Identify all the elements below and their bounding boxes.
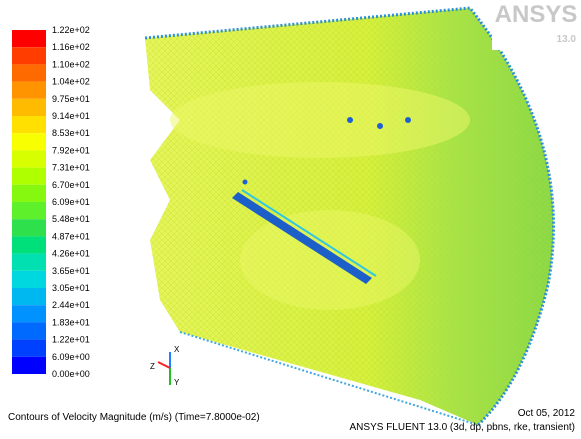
color-swatch [12,202,46,219]
legend-label: 7.92e+01 [52,145,90,155]
caption: Contours of Velocity Magnitude (m/s) (Ti… [8,412,260,423]
color-swatch [12,340,46,357]
legend-label: 0.00e+00 [52,369,90,379]
color-swatch [12,30,46,47]
flow-domain [145,8,554,425]
color-swatch [12,271,46,288]
color-swatch [12,168,46,185]
color-swatch [12,305,46,322]
legend-label: 4.26e+01 [52,249,90,259]
color-swatch [12,236,46,253]
legend-label: 6.70e+01 [52,180,90,190]
legend-label: 6.09e+01 [52,197,90,207]
color-swatch [12,322,46,339]
screenshot: 1.22e+02 1.16e+02 1.10e+02 1.04e+02 9.75e+01… [0,0,581,439]
color-swatch [12,82,46,99]
legend-label: 9.14e+01 [52,111,90,121]
legend-label: 3.05e+01 [52,283,90,293]
legend-label: 1.22e+02 [52,25,90,35]
color-swatch [12,150,46,167]
logo-version: 13.0 [557,34,577,45]
triad-label: X [174,345,180,354]
color-swatch [12,288,46,305]
triad-label: Y [174,378,180,387]
legend-label: 1.16e+02 [52,42,90,52]
legend-label: 9.75e+01 [52,94,90,104]
legend-label: 6.09e+00 [52,352,90,362]
color-swatch [12,133,46,150]
color-swatch [12,64,46,81]
legend-label: 3.65e+01 [52,266,90,276]
legend-label: 7.31e+01 [52,163,90,173]
legend-label: 5.48e+01 [52,214,90,224]
color-swatch [12,116,46,133]
color-swatch [12,219,46,236]
color-swatch [12,99,46,116]
color-swatch [12,47,46,64]
axis-triad: Z X Y [150,345,180,387]
legend-label: 2.44e+01 [52,300,90,310]
legend-label: 8.53e+01 [52,128,90,138]
logo-brand: ANSYS [495,1,578,28]
solver-info: ANSYS FLUENT 13.0 (3d, dp, pbns, rke, tr… [350,422,575,433]
triad-label: Z [150,362,155,371]
legend-label: 1.10e+02 [52,59,90,69]
color-swatch [12,185,46,202]
color-swatch [12,254,46,271]
color-swatch [12,357,46,374]
legend-label: 1.04e+02 [52,77,90,87]
legend-label: 1.83e+01 [52,317,90,327]
logo: ANSYS 13.0 [492,0,581,50]
legend-label: 1.22e+01 [52,335,90,345]
viewport: 1.22e+02 1.16e+02 1.10e+02 1.04e+02 9.75e+01… [0,0,581,439]
legend-label: 4.87e+01 [52,231,90,241]
color-legend: 1.22e+02 1.16e+02 1.10e+02 1.04e+02 9.75e+01… [12,25,90,379]
date: Oct 05, 2012 [518,408,576,419]
